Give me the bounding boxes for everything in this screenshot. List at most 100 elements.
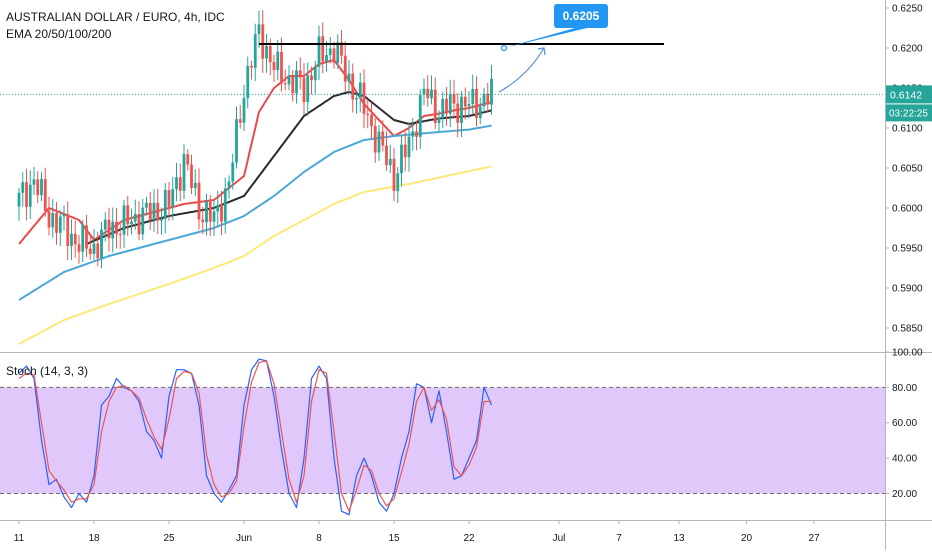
time-tick-label: 22: [463, 533, 475, 544]
current-price-badge: [886, 85, 932, 104]
candle-body: [62, 214, 66, 217]
candle-body: [212, 211, 216, 222]
candle-body: [156, 202, 160, 221]
candle-body: [227, 181, 231, 189]
candle-body: [482, 93, 486, 107]
candle-body: [265, 45, 268, 59]
candle-body: [403, 144, 407, 158]
stoch-tick-label: 100.00: [892, 348, 923, 359]
candle-body: [178, 177, 182, 191]
candle-body: [141, 207, 145, 235]
candle-body: [28, 184, 32, 207]
price-tick-label: 0.5850: [892, 324, 923, 335]
time-tick-label: 13: [673, 533, 685, 544]
candle-body: [445, 98, 448, 114]
time-tick-label: 27: [808, 533, 820, 544]
current-price-value: 0.6142: [890, 89, 922, 101]
candle-body: [310, 75, 313, 81]
price-tick-label: 0.6200: [892, 44, 923, 55]
candle-body: [73, 233, 77, 245]
candle-body: [70, 233, 73, 246]
candle-body: [186, 154, 190, 165]
candle-body: [283, 83, 287, 85]
candle-body: [253, 34, 257, 68]
candle-body: [36, 179, 40, 196]
price-tick-label: 0.6050: [892, 164, 923, 175]
candle-body: [328, 48, 332, 56]
candle-body: [216, 204, 220, 212]
ema-200-line: [18, 165, 492, 345]
candle-body: [298, 70, 302, 78]
price-tick-label: 0.6000: [892, 204, 923, 215]
candle-body: [347, 73, 351, 82]
candle-body: [366, 113, 370, 115]
candle-body: [257, 24, 261, 35]
price-tick-label: 0.6250: [892, 4, 923, 15]
ema-20-line: [18, 59, 492, 245]
target-callout-label: 0.6205: [563, 9, 600, 23]
candle-body: [85, 225, 88, 249]
candle-body: [381, 131, 385, 146]
candle-body: [81, 225, 85, 252]
candle-body: [317, 36, 321, 67]
stoch-d-line: [18, 360, 492, 512]
time-tick-label: 20: [741, 533, 753, 544]
candle-body: [358, 82, 362, 99]
candle-body: [242, 98, 246, 123]
candle-body: [182, 154, 186, 191]
candle-body: [276, 51, 280, 71]
stoch-k-line: [18, 358, 493, 516]
candle-body: [340, 42, 343, 56]
candle-body: [437, 117, 441, 124]
candle-body: [321, 36, 325, 62]
candle-body: [430, 89, 433, 99]
candle-body: [411, 131, 415, 137]
candle-body: [107, 219, 111, 239]
candle-body: [426, 88, 430, 99]
countdown-badge: [886, 104, 932, 122]
candle-body: [272, 61, 276, 71]
time-tick-label: 11: [14, 533, 25, 544]
candle-body: [302, 77, 306, 103]
candle-body: [145, 202, 148, 208]
time-tick-label: Jun: [236, 533, 252, 544]
candle-body: [58, 216, 62, 233]
candle-body: [456, 103, 460, 123]
candle-body: [175, 177, 178, 190]
candle-body: [88, 248, 92, 254]
candle-body: [486, 93, 490, 105]
stoch-tick-label: 80.00: [892, 383, 917, 394]
time-tick-label: 18: [88, 533, 100, 544]
candle-body: [452, 93, 456, 104]
candle-body: [25, 182, 28, 207]
candle-body: [152, 202, 156, 220]
candle-body: [96, 243, 100, 259]
candle-body: [118, 234, 122, 236]
candle-body: [205, 201, 208, 223]
candle-body: [32, 179, 36, 185]
candle-body: [167, 189, 171, 207]
candle-body: [448, 93, 452, 114]
candle-body: [193, 182, 197, 189]
candle-body: [392, 158, 396, 192]
candle-body: [291, 75, 295, 94]
stoch-label: Stoch (14, 3, 3): [6, 364, 89, 378]
candle-body: [115, 221, 118, 235]
candle-body: [137, 213, 141, 235]
candle-body: [490, 78, 493, 105]
candle-body: [66, 214, 70, 246]
candle-body: [373, 126, 377, 153]
candle-body: [148, 202, 152, 220]
candle-body: [377, 131, 381, 153]
time-tick-label: 25: [163, 533, 175, 544]
candle-body: [418, 94, 422, 137]
candle-body: [355, 98, 358, 100]
candle-body: [51, 213, 55, 228]
candle-body: [295, 70, 298, 94]
candle-body: [385, 145, 388, 166]
candle-body: [133, 213, 137, 222]
ema-100-line: [18, 124, 492, 301]
candle-body: [43, 179, 47, 211]
price-tick-label: 0.5950: [892, 244, 923, 255]
candle-body: [396, 173, 400, 192]
